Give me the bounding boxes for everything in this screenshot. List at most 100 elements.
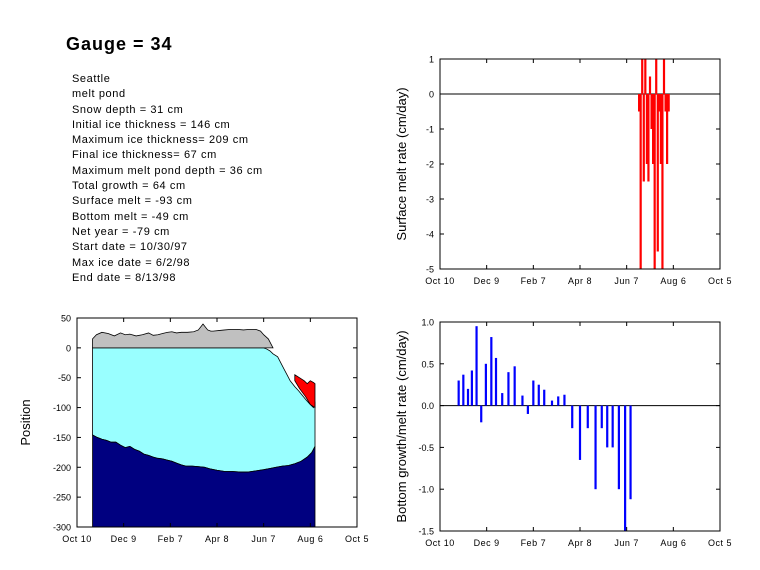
y-tick-label: -1 [426,125,434,135]
y-tick-label: -1.0 [418,485,434,495]
y-tick-label: 0.5 [421,359,434,369]
x-tick-label: Oct 5 [345,534,369,544]
chart-bar [466,388,470,406]
chart-bar [617,405,620,490]
chart-bar [659,94,662,164]
y-tick-label: -1.5 [418,527,434,537]
y-tick-label: -0.5 [418,443,434,453]
chart-bar [484,363,487,406]
x-tick-label: Aug 6 [297,534,323,544]
info-line: Bottom melt = -49 cm [72,210,189,223]
info-line: Max ice date = 6/2/98 [72,256,191,269]
chart-bar [642,94,645,182]
info-line: Initial ice thickness = 146 cm [72,118,231,131]
x-tick-label: Aug 6 [660,276,686,286]
x-tick-label: Feb 7 [521,538,547,548]
info-line: melt pond [72,88,126,101]
chart-bar [606,405,609,448]
y-tick-label: 0.0 [421,401,434,411]
chart-bar [639,94,642,269]
chart-bar [611,405,614,448]
x-tick-label: Oct 10 [62,534,92,544]
chart-bar [594,405,597,490]
x-tick-label: Oct 5 [708,538,732,548]
x-tick-label: Dec 9 [474,538,500,548]
y-tick-label: 1 [429,55,434,65]
chart-bar [586,405,589,429]
x-tick-label: Feb 7 [521,276,547,286]
chart-bar [490,337,493,406]
chart-bar [652,94,655,164]
chart-bar [557,396,560,406]
y-tick-label: -300 [53,523,71,533]
chart-bar [571,405,574,429]
chart-bar [648,76,652,94]
chart-bar [650,94,653,129]
y-tick-label: -150 [53,433,71,443]
chart-bar [550,400,554,406]
chart-bar [653,94,656,269]
x-tick-label: Oct 10 [425,276,455,286]
y-tick-label: 1.0 [421,318,434,328]
chart-bar [644,59,647,94]
chart-bar [521,395,524,406]
x-tick-label: Aug 6 [660,538,686,548]
info-block: Seattle melt pond Snow depth = 31 cm Initia… [72,72,263,286]
chart-bar [624,405,627,531]
x-tick-label: Dec 9 [111,534,137,544]
chart-bar [667,94,670,112]
chart-bar [664,94,667,112]
chart-bar [480,405,483,423]
chart-bar [507,372,510,406]
y-axis-label: Bottom growth/melt rate (cm/day) [394,330,409,522]
y-tick-label: 0 [429,90,434,100]
chart-bar [645,94,648,164]
info-line: Final ice thickness= 67 cm [72,149,217,162]
snow-area [92,323,274,349]
info-line: Maximum melt pond depth = 36 cm [72,164,263,177]
x-tick-label: Dec 9 [474,276,500,286]
x-tick-label: Jun 7 [614,538,639,548]
info-line: Surface melt = -93 cm [72,195,193,208]
x-tick-label: Jun 7 [251,534,276,544]
y-tick-label: -200 [53,463,71,473]
chart-bar [662,59,666,94]
x-tick-label: Apr 8 [568,276,592,286]
x-tick-label: Feb 7 [158,534,184,544]
x-tick-label: Apr 8 [205,534,229,544]
chart-bar [543,389,546,406]
bottom-area [92,434,316,528]
y-tick-label: -250 [53,493,71,503]
info-line: Total growth = 64 cm [72,180,186,193]
y-tick-label: -100 [53,403,71,413]
x-tick-label: Oct 5 [708,276,732,286]
info-line: Seattle [72,73,111,85]
info-line: End date = 8/13/98 [72,271,177,284]
y-tick-label: -50 [58,373,71,383]
chart-bar [658,94,661,112]
x-tick-label: Jun 7 [614,276,639,286]
chart-bar [537,384,540,406]
plot-frame [439,58,721,270]
pond-area [294,373,316,409]
chart-bar [666,94,669,164]
chart-bar [475,326,478,406]
info-line: Maximum ice thickness= 209 cm [72,134,249,147]
chart-bar [513,366,516,406]
chart-bar [457,380,460,406]
chart-bar [578,405,582,460]
chart-bar [532,380,535,406]
info-line: Net year = -79 cm [72,225,170,238]
y-tick-label: -5 [426,265,434,275]
chart-bar [656,94,659,252]
chart-bar [526,405,529,414]
x-tick-label: Oct 10 [425,538,455,548]
y-tick-label: 50 [61,314,71,324]
y-tick-label: -4 [426,230,434,240]
info-line: Start date = 10/30/97 [72,241,188,254]
chart-bar [641,59,644,94]
y-tick-label: -3 [426,195,434,205]
chart-bar [647,94,650,182]
page-title: Gauge = 34 [66,34,173,54]
